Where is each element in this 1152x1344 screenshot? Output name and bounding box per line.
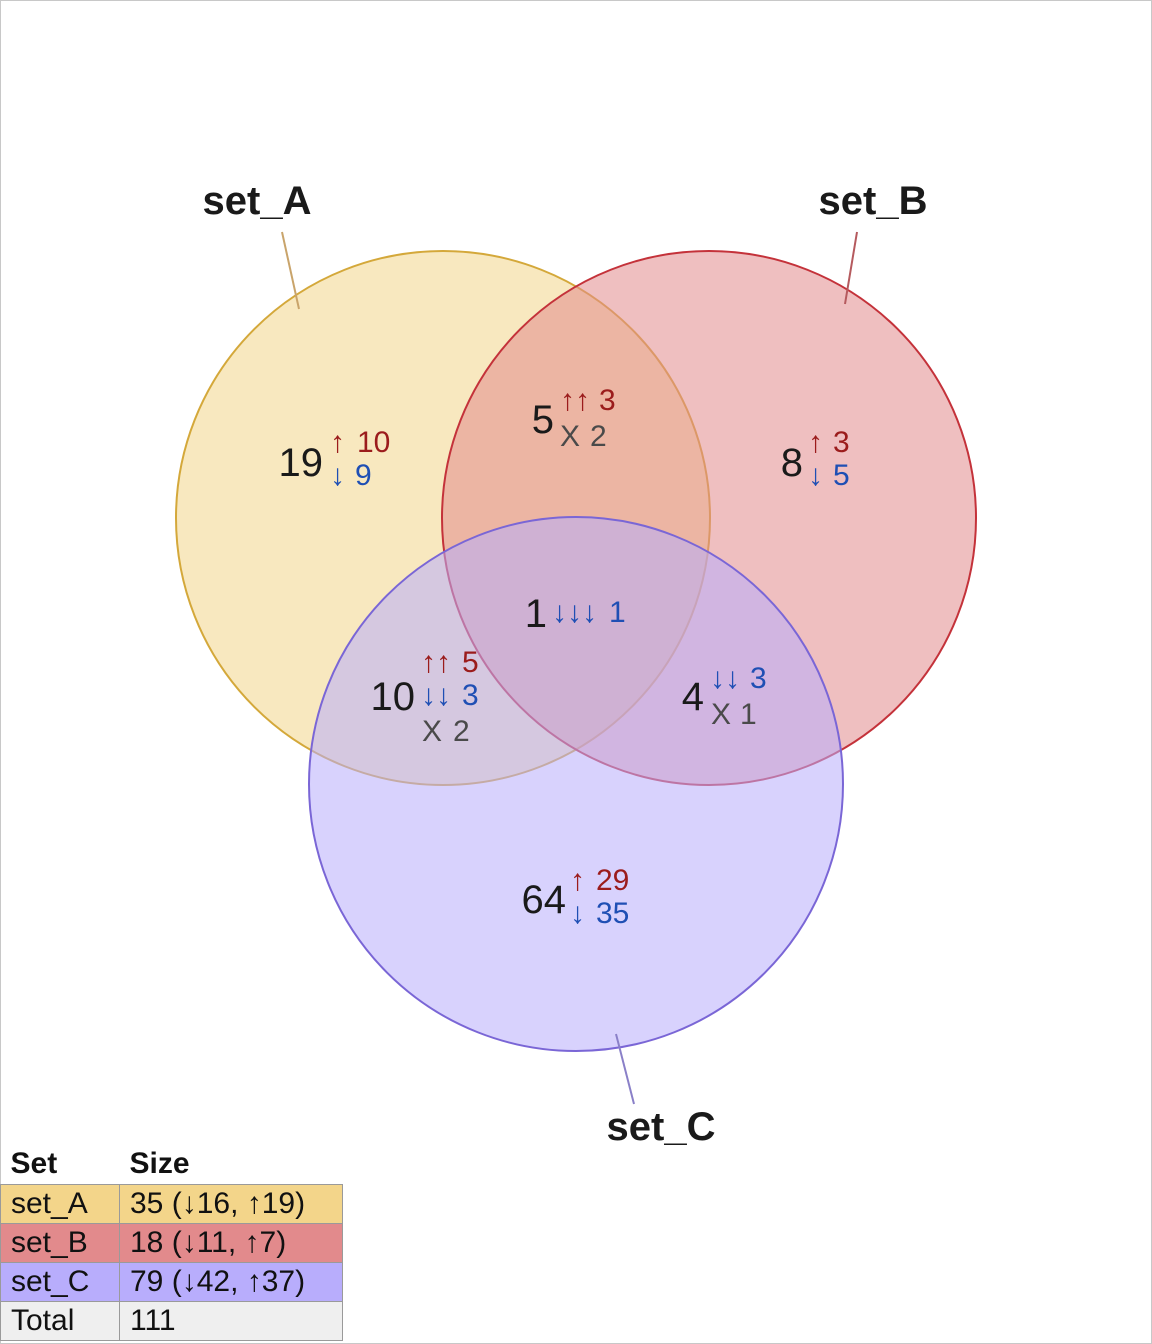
region-mixed-value: 2 <box>590 420 607 453</box>
region-mixed-arrows: X <box>422 715 442 748</box>
set-c-label: set_C <box>607 1105 716 1149</box>
region-a-and-b: 5 ↑↑ 3 X 2 <box>532 384 616 453</box>
set-name-cell: set_C <box>0 1262 120 1302</box>
set-labels: set_A set_B set_C <box>203 179 928 1149</box>
region-down-value: 3 <box>462 679 479 712</box>
table-header-row: Set Size <box>1 1144 343 1185</box>
region-up-value: 29 <box>596 864 629 897</box>
region-mixed-arrows: X <box>560 420 580 453</box>
total-value-cell: 111 <box>119 1301 343 1341</box>
region-up-value: 10 <box>357 426 390 459</box>
region-down-arrows: ↓ <box>330 459 345 492</box>
region-count: 10 <box>371 675 416 719</box>
region-a-and-b-and-c: 1 ↓↓↓ 1 <box>525 592 626 636</box>
set-size-cell: 79 (↓42, ↑37) <box>119 1262 343 1302</box>
table-total-row: Total 111 <box>0 1301 343 1341</box>
region-up-value: 3 <box>833 426 850 459</box>
region-down-value: 5 <box>833 459 850 492</box>
region-b-only: 8 ↑ 3 ↓ 5 <box>781 426 850 492</box>
region-a-only: 19 ↑ 10 ↓ 9 <box>279 426 391 492</box>
region-count: 5 <box>532 398 554 442</box>
region-down-value: 9 <box>355 459 372 492</box>
region-b-and-c: 4 ↓↓ 3 X 1 <box>682 662 767 731</box>
region-down-value: 3 <box>750 662 767 695</box>
region-count: 1 <box>525 592 547 636</box>
set-name-cell: set_B <box>0 1223 120 1263</box>
header-size: Size <box>129 1147 190 1180</box>
region-down-arrows: ↓↓ <box>710 662 740 695</box>
region-up-arrows: ↑↑ <box>421 646 451 679</box>
region-a-and-c: 10 ↑↑ 5 ↓↓ 3 X 2 <box>371 646 479 748</box>
table-row: set_C 79 (↓42, ↑37) <box>0 1262 343 1302</box>
region-count: 64 <box>522 878 567 922</box>
region-count: 4 <box>682 675 704 719</box>
region-c-only: 64 ↑ 29 ↓ 35 <box>522 864 630 930</box>
region-down-arrows: ↓↓↓ <box>552 596 597 629</box>
region-down-arrows: ↓ <box>570 897 585 930</box>
region-up-arrows: ↑ <box>330 426 345 459</box>
set-a-label: set_A <box>203 179 312 223</box>
region-down-arrows: ↓ <box>808 459 823 492</box>
region-count: 19 <box>279 441 324 485</box>
region-up-value: 5 <box>462 646 479 679</box>
region-up-arrows: ↑ <box>808 426 823 459</box>
region-mixed-value: 1 <box>740 698 757 731</box>
region-count: 8 <box>781 441 803 485</box>
set-size-cell: 35 (↓16, ↑19) <box>119 1184 343 1224</box>
region-down-value: 1 <box>609 596 626 629</box>
set-a-label-leader <box>281 231 300 310</box>
region-mixed-value: 2 <box>453 715 470 748</box>
set-name-cell: set_A <box>0 1184 120 1224</box>
set-size-cell: 18 (↓11, ↑7) <box>119 1223 343 1263</box>
region-mixed-arrows: X <box>711 698 731 731</box>
set-c-label-leader <box>615 1033 635 1105</box>
region-up-arrows: ↑↑ <box>560 384 590 417</box>
set-b-label-leader <box>844 231 858 305</box>
set-b-label: set_B <box>819 179 928 223</box>
header-set: Set <box>10 1147 58 1180</box>
table-row: set_A 35 (↓16, ↑19) <box>0 1184 343 1224</box>
region-up-value: 3 <box>599 384 616 417</box>
table-row: set_B 18 (↓11, ↑7) <box>0 1223 343 1263</box>
region-down-arrows: ↓↓ <box>421 679 451 712</box>
region-down-value: 35 <box>596 897 629 930</box>
circle-set-c <box>308 516 844 1052</box>
total-label-cell: Total <box>0 1301 120 1341</box>
region-up-arrows: ↑ <box>570 864 585 897</box>
circles-layer <box>175 250 977 1052</box>
set-size-table: Set Size set_A 35 (↓16, ↑19) set_B 18 (↓… <box>0 1144 343 1341</box>
